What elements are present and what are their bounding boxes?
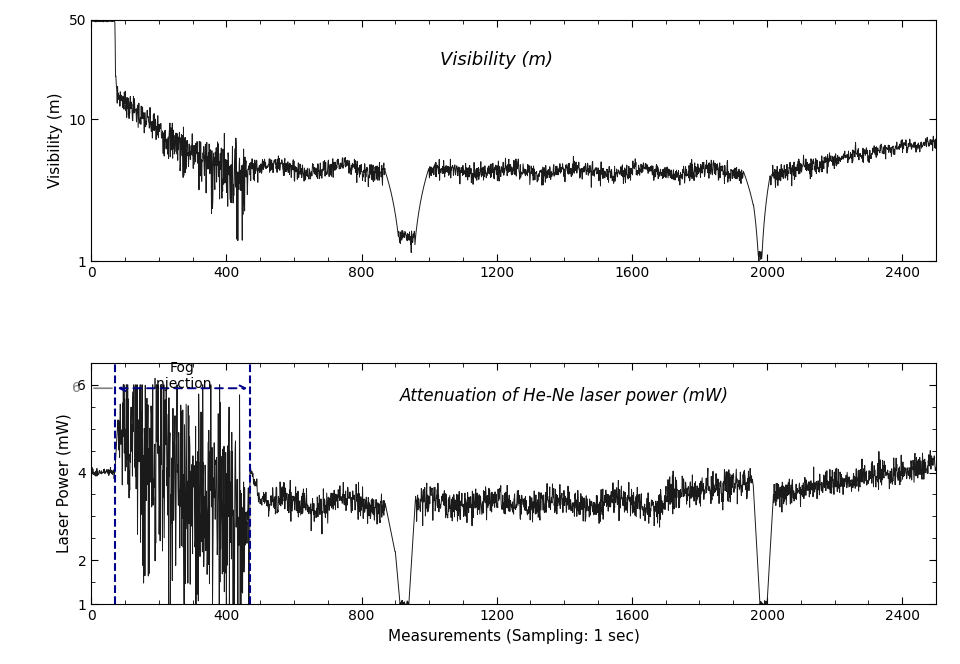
Text: Visibility (m): Visibility (m) (441, 51, 553, 69)
Text: Fog
Injection: Fog Injection (153, 361, 212, 391)
Text: 6: 6 (72, 381, 81, 395)
Y-axis label: Visibility (m): Visibility (m) (48, 93, 63, 189)
Y-axis label: Laser Power (mW): Laser Power (mW) (57, 414, 72, 553)
X-axis label: Measurements (Sampling: 1 sec): Measurements (Sampling: 1 sec) (388, 629, 639, 643)
Text: Attenuation of He-Ne laser power (mW): Attenuation of He-Ne laser power (mW) (399, 387, 729, 405)
